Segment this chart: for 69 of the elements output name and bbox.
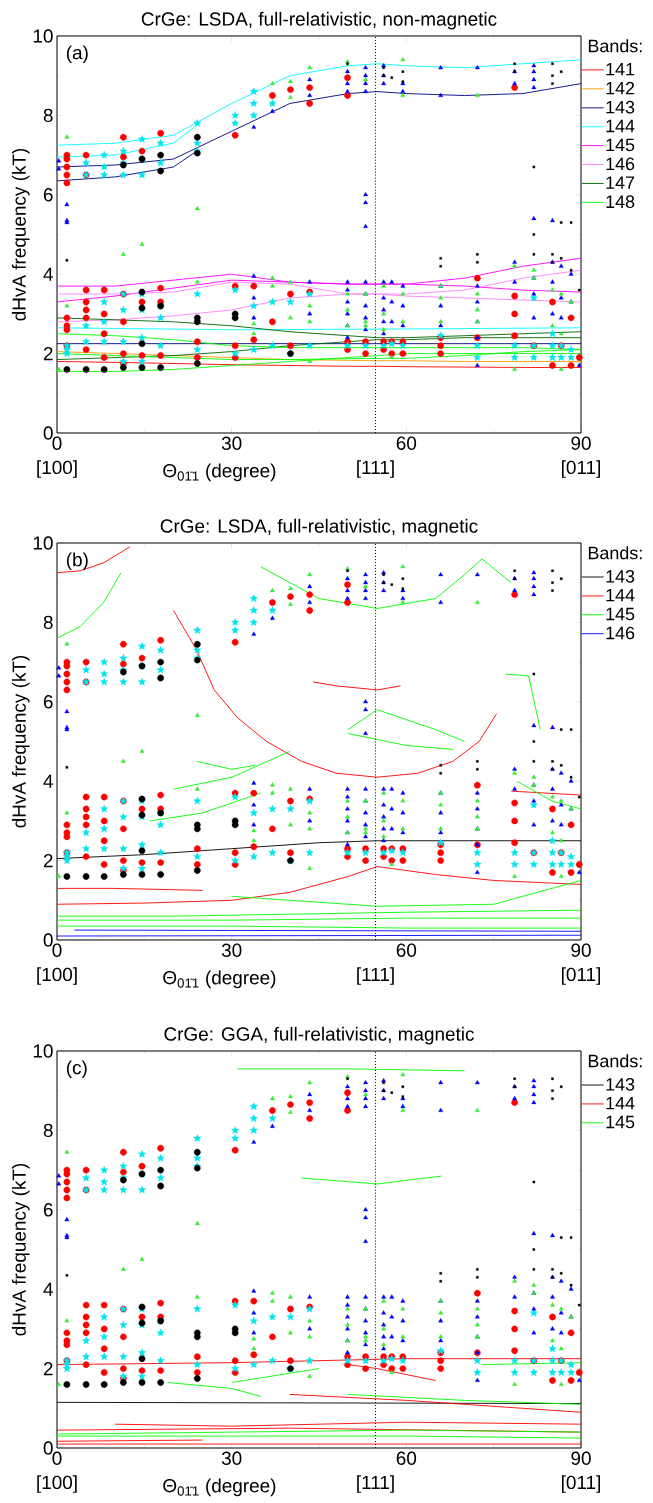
- legend-label: 144: [606, 119, 635, 133]
- x-tick-label: 0: [52, 943, 62, 957]
- legend-label: 145: [606, 1115, 635, 1129]
- annotation: (a): [66, 45, 88, 64]
- text: [111]: [357, 967, 394, 985]
- chart-title: CrGe: GGA, full-relativistic, magnetic: [164, 1026, 474, 1045]
- x-tick-label: 0: [52, 1451, 62, 1465]
- annotation: (b): [66, 552, 88, 571]
- y-tick-label: 2: [43, 853, 53, 868]
- x-tick-label: 90: [571, 436, 591, 450]
- y-tick-label: 6: [43, 695, 53, 709]
- x-tick-label: 0: [52, 436, 62, 450]
- y-tick-label: 10: [33, 536, 53, 550]
- x-tick-label: 30: [221, 943, 242, 957]
- text: [011]: [561, 967, 600, 985]
- y-tick-label: 2: [43, 346, 53, 361]
- x-tick-label: 60: [396, 436, 417, 450]
- y-tick-label: 4: [43, 774, 53, 788]
- y-axis-title: dHvA frequency (kT): [11, 1163, 30, 1336]
- x-tick-label: 60: [396, 1451, 417, 1465]
- legend-label: 145: [606, 607, 635, 621]
- text: [111]: [357, 460, 394, 478]
- x-tick-label: 30: [221, 1451, 242, 1465]
- text: [011]: [561, 1475, 600, 1493]
- annotation: (c): [66, 1060, 87, 1079]
- y-axis-title: dHvA frequency (kT): [11, 655, 30, 828]
- legend-label: 148: [606, 195, 635, 209]
- y-tick-label: 2: [43, 1361, 53, 1376]
- legend-label: 144: [606, 589, 635, 602]
- legend-label: 142: [606, 81, 635, 95]
- y-tick-label: 0: [43, 933, 53, 947]
- y-tick-label: 8: [43, 1123, 53, 1138]
- y-tick-label: 6: [43, 188, 53, 202]
- legend-label: 143: [606, 569, 635, 583]
- chart-title: CrGe: LSDA, full-relativistic, non-magnetic: [141, 11, 497, 30]
- x-axis-title: Θ$_{01̄1}$ (degree): [163, 970, 276, 989]
- legend-label: 147: [606, 176, 635, 189]
- legend-title: Bands:: [588, 546, 642, 560]
- x-tick-label: 30: [221, 436, 242, 450]
- y-tick-label: 6: [43, 1203, 53, 1217]
- legend-label: 143: [606, 100, 635, 114]
- x-axis-title: Θ$_{01̄1}$ (degree): [163, 463, 276, 482]
- text: [011]: [561, 460, 600, 478]
- legend-label: 146: [606, 626, 635, 640]
- legend-label: 146: [606, 157, 635, 171]
- legend-label: 141: [606, 62, 635, 76]
- legend-label: 143: [606, 1077, 635, 1091]
- text: [111]: [357, 1475, 394, 1493]
- y-tick-label: 4: [43, 267, 53, 281]
- legend-title: Bands:: [588, 1054, 642, 1068]
- y-tick-label: 0: [43, 426, 53, 440]
- y-tick-label: 8: [43, 615, 53, 630]
- y-tick-label: 4: [43, 1282, 53, 1296]
- legend-label: 145: [606, 138, 635, 152]
- y-tick-label: 10: [33, 1044, 53, 1058]
- text: [100]: [37, 967, 77, 985]
- chart-title: CrGe: LSDA, full-relativistic, magnetic: [160, 518, 478, 537]
- y-tick-label: 0: [43, 1441, 53, 1455]
- x-tick-label: 90: [571, 943, 591, 957]
- legend-title: Bands:: [588, 39, 642, 53]
- x-tick-label: 90: [571, 1451, 591, 1465]
- text: [100]: [37, 460, 77, 478]
- y-axis-title: dHvA frequency (kT): [11, 148, 30, 321]
- legend-label: 144: [606, 1097, 635, 1110]
- x-axis-title: Θ$_{01̄1}$ (degree): [163, 1478, 276, 1497]
- x-tick-label: 60: [396, 943, 417, 957]
- y-tick-label: 10: [33, 29, 53, 43]
- y-tick-label: 8: [43, 108, 53, 123]
- text: [100]: [37, 1475, 77, 1493]
